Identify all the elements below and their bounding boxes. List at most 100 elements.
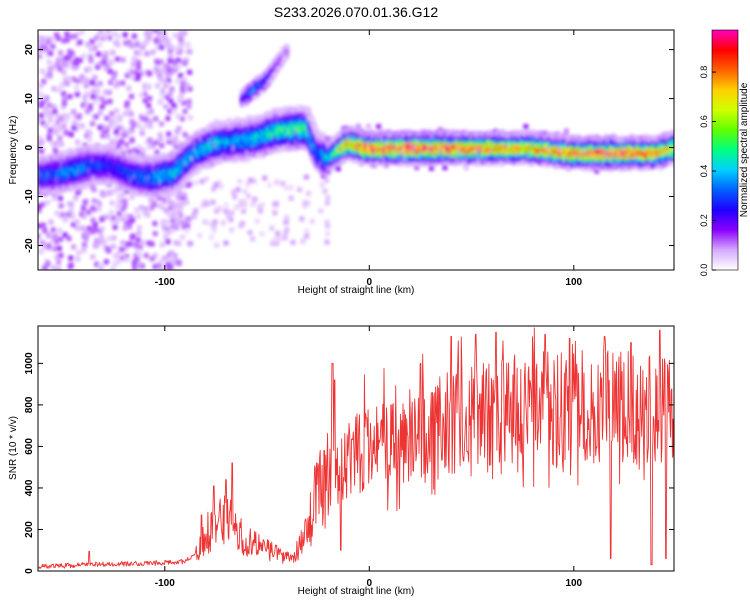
heatmap-cell <box>68 208 74 214</box>
heatmap-cell <box>135 237 141 243</box>
heatmap-cell <box>143 122 150 128</box>
heatmap-cell <box>71 222 77 228</box>
heatmap-cell <box>120 57 126 63</box>
heatmap-cell <box>79 74 85 80</box>
heatmap-cell <box>59 82 65 88</box>
heatmap-cell <box>86 225 92 231</box>
heatmap-cell <box>123 220 130 226</box>
heatmap-cell <box>150 49 156 55</box>
heatmap-cell <box>64 31 70 37</box>
heatmap-cell <box>136 224 143 231</box>
heatmap-cell <box>178 213 184 219</box>
heatmap-cell <box>207 221 214 227</box>
heatmap-cell <box>173 259 179 265</box>
heatmap-cell <box>75 122 82 128</box>
heatmap-cell <box>284 227 290 233</box>
heatmap-cell <box>146 102 152 109</box>
heatmap-cell <box>147 71 153 77</box>
heatmap-cell <box>129 74 135 80</box>
heatmap-cell <box>52 108 58 115</box>
heatmap-cell <box>139 263 145 269</box>
heatmap-cell <box>100 60 106 66</box>
heatmap-cell <box>54 239 60 245</box>
heatmap-cell <box>223 208 229 214</box>
heatmap-cell <box>82 94 88 100</box>
heatmap-cell <box>185 175 192 181</box>
heatmap-cell <box>118 125 124 131</box>
heatmap-cell <box>166 138 172 144</box>
heatmap-cell <box>49 65 55 71</box>
heatmap-cell <box>120 240 126 246</box>
heatmap-cell <box>126 107 132 113</box>
heatmap-cell <box>139 70 145 76</box>
heatmap-cell <box>42 228 48 234</box>
heatmap-cell <box>324 177 330 184</box>
heatmap-cell <box>106 190 112 196</box>
heatmap-cell <box>64 130 70 136</box>
heatmap-cell <box>42 45 48 51</box>
heatmap-cell <box>149 205 155 211</box>
heatmap-cell <box>139 152 145 158</box>
heatmap-cell <box>325 223 331 229</box>
heatmap-cell <box>84 133 90 139</box>
heatmap-cell <box>112 120 118 126</box>
heatmap-cell <box>175 216 181 222</box>
heatmap-cell <box>43 97 49 103</box>
heatmap-cell <box>154 150 160 156</box>
heatmap-cell <box>126 85 132 91</box>
heatmap-cell <box>152 264 159 270</box>
heatmap-cell <box>81 247 87 253</box>
heatmap-cell <box>135 213 141 219</box>
heatmap-cell <box>57 66 63 72</box>
heatmap-cell <box>305 200 311 206</box>
heatmap-cell <box>97 262 103 269</box>
heatmap-cell <box>79 30 85 35</box>
heatmap-cell <box>76 114 82 120</box>
heatmap-cell <box>54 254 60 260</box>
heatmap-cell <box>158 136 164 143</box>
heatmap-cell <box>187 86 193 92</box>
heatmap-cell <box>85 209 91 215</box>
heatmap-cell <box>93 114 99 120</box>
heatmap-cell <box>288 185 294 191</box>
heatmap-cell <box>128 241 134 247</box>
heatmap-cell <box>68 262 74 268</box>
heatmap-cell <box>99 216 105 222</box>
heatmap-cell <box>121 128 127 134</box>
heatmap-cell <box>56 140 62 146</box>
heatmap-cell <box>211 227 217 233</box>
heatmap-cell <box>126 39 132 45</box>
heatmap-cell <box>79 211 85 217</box>
heatmap-cell <box>115 204 121 210</box>
heatmap-cell <box>53 129 59 136</box>
heatmap-cell <box>175 195 181 201</box>
heatmap-cell <box>120 191 126 197</box>
heatmap-cell <box>89 39 95 45</box>
heatmap-cell <box>127 129 133 135</box>
heatmap-cell <box>129 194 135 200</box>
heatmap-cell <box>131 56 137 62</box>
heatmap-cell <box>176 60 183 67</box>
heatmap-cell <box>147 95 153 101</box>
heatmap-cell <box>80 205 87 211</box>
heatmap-cell <box>109 143 115 149</box>
heatmap-cell <box>111 235 117 241</box>
heatmap-cell <box>124 256 130 262</box>
heatmap-cell <box>54 32 60 38</box>
heatmap-cell <box>246 115 252 121</box>
heatmap-cell <box>140 240 146 246</box>
heatmap-cell <box>45 39 51 45</box>
heatmap-cell <box>109 200 115 206</box>
heatmap-cell <box>245 181 251 187</box>
heatmap-cell <box>239 220 245 227</box>
heatmap-cell <box>124 103 130 109</box>
heatmap-cell <box>84 91 90 97</box>
heatmap-cell <box>106 236 112 242</box>
heatmap-cell <box>162 225 168 232</box>
heatmap-cell <box>105 62 111 68</box>
heatmap-cell <box>63 76 69 82</box>
heatmap-cell <box>231 189 237 195</box>
heatmap-cell <box>180 85 186 91</box>
heatmap-cell <box>52 233 58 240</box>
heatmap-cell <box>166 210 172 216</box>
